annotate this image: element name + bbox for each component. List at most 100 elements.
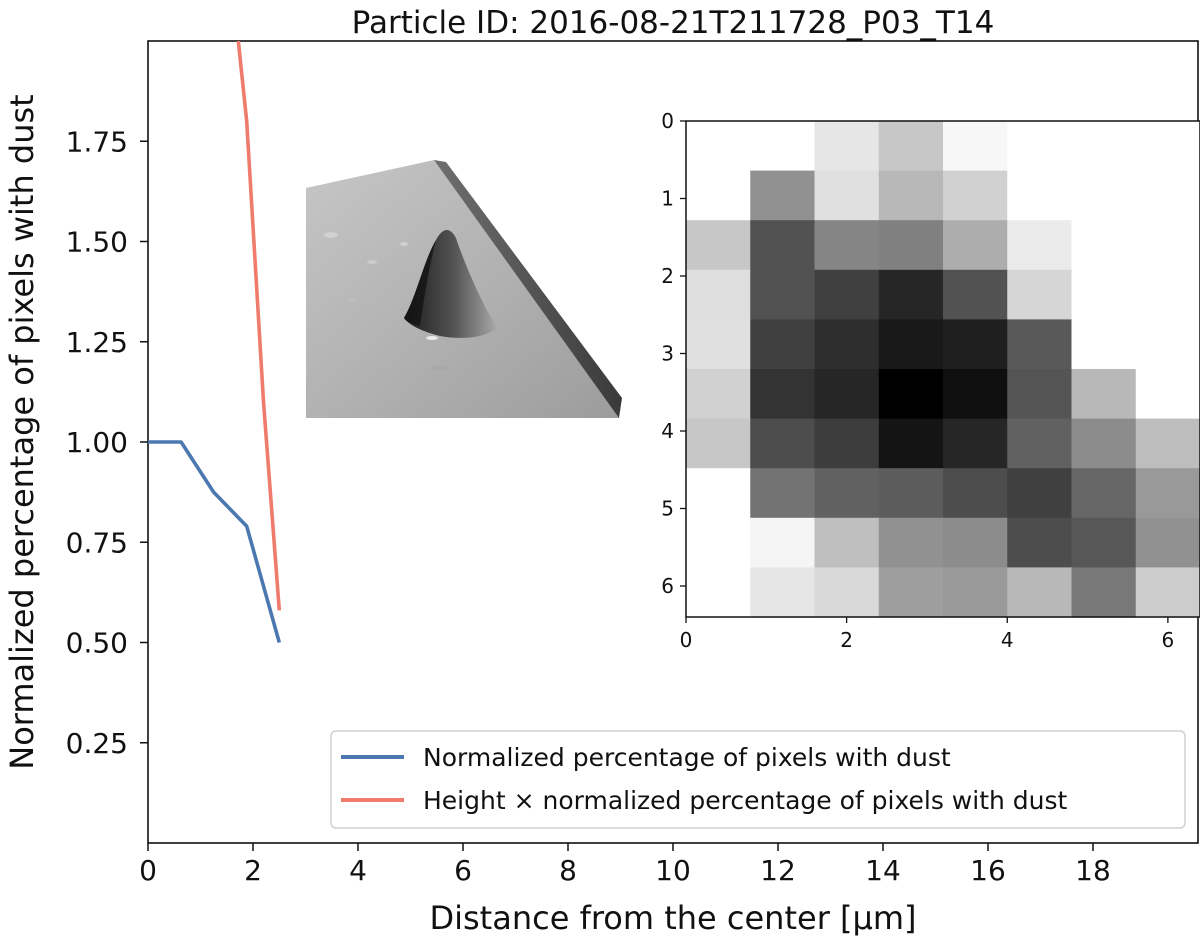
inset-x-tick-label: 2 bbox=[840, 628, 853, 652]
inset-y-tick-label: 1 bbox=[661, 187, 674, 211]
heatmap-cell bbox=[1007, 220, 1073, 271]
heatmap-cell bbox=[1007, 517, 1073, 568]
x-axis-label: Distance from the center [µm] bbox=[429, 899, 916, 937]
inset-y-tick-label: 4 bbox=[661, 419, 674, 443]
legend-label-red: Height × normalized percentage of pixels… bbox=[423, 786, 1068, 815]
heatmap-cell bbox=[1007, 121, 1073, 172]
heatmap-cell bbox=[1007, 418, 1073, 469]
y-tick-label: 1.50 bbox=[66, 226, 128, 259]
heatmap-cell bbox=[686, 468, 751, 519]
x-tick-label: 2 bbox=[244, 854, 262, 887]
heatmap-cell bbox=[686, 369, 751, 420]
heatmap-cell bbox=[943, 269, 1008, 320]
x-tick-label: 6 bbox=[454, 854, 472, 887]
x-tick-label: 10 bbox=[655, 854, 691, 887]
heatmap-cell bbox=[1135, 567, 1200, 618]
heatmap-cell bbox=[750, 468, 816, 519]
inset-y-tick-label: 5 bbox=[661, 497, 674, 521]
heatmap-cell bbox=[750, 517, 816, 568]
heatmap-cell bbox=[1135, 468, 1200, 519]
heatmap-cell bbox=[1071, 170, 1137, 221]
heatmap-cell bbox=[943, 468, 1008, 519]
heatmap-cell bbox=[1071, 269, 1137, 320]
y-tick-label: 0.75 bbox=[66, 526, 128, 559]
heatmap-cell bbox=[814, 567, 880, 618]
x-tick-label: 4 bbox=[349, 854, 367, 887]
inset-x-tick-label: 6 bbox=[1162, 628, 1175, 652]
heatmap-cell bbox=[686, 220, 751, 271]
heatmap-cell bbox=[750, 567, 816, 618]
heatmap-cell bbox=[1071, 220, 1137, 271]
x-tick-label: 12 bbox=[760, 854, 796, 887]
heatmap-cell bbox=[686, 170, 751, 221]
heatmap-cell bbox=[878, 269, 944, 320]
y-axis-label: Normalized percentage of pixels with dus… bbox=[3, 94, 41, 769]
heatmap-cell bbox=[750, 220, 816, 271]
heatmap-cell bbox=[943, 220, 1008, 271]
heatmap-cell bbox=[943, 121, 1008, 172]
heatmap-cell bbox=[1007, 567, 1073, 618]
heatmap-cell bbox=[1071, 567, 1137, 618]
heatmap-cell bbox=[750, 170, 816, 221]
inset-y-tick-label: 3 bbox=[661, 342, 674, 366]
heatmap-cell bbox=[878, 220, 944, 271]
heatmap-cell bbox=[686, 567, 751, 618]
heatmap-cell bbox=[814, 121, 880, 172]
heatmap-cell bbox=[1135, 269, 1200, 320]
heatmap-cell bbox=[814, 418, 880, 469]
y-tick-label: 1.75 bbox=[66, 125, 128, 158]
y-tick-label: 1.25 bbox=[66, 326, 128, 359]
heatmap-cell bbox=[1135, 418, 1200, 469]
heatmap-cell bbox=[686, 418, 751, 469]
x-tick-label: 0 bbox=[139, 854, 157, 887]
heatmap-cell bbox=[1071, 418, 1137, 469]
heatmap-cell bbox=[750, 121, 816, 172]
heatmap-cell bbox=[943, 418, 1008, 469]
heatmap-cell bbox=[814, 517, 880, 568]
heatmap-cell bbox=[1135, 369, 1200, 420]
heatmap-cell bbox=[1007, 319, 1073, 370]
heatmap-cell bbox=[1071, 319, 1137, 370]
heatmap-cell bbox=[878, 468, 944, 519]
heatmap-cell bbox=[1071, 121, 1137, 172]
heatmap-cell bbox=[1135, 121, 1200, 172]
main-plot-area: 0 2 4 6 8 10 12 14 16 180.250.500.751.001.251.501… bbox=[3, 40, 1199, 937]
series-lines bbox=[148, 41, 282, 643]
x-tick-label: 8 bbox=[559, 854, 577, 887]
heatmap-cell bbox=[814, 468, 880, 519]
heatmap-cell bbox=[1007, 468, 1073, 519]
heatmap-cell bbox=[878, 369, 944, 420]
legend: Normalized percentage of pixels with dus… bbox=[330, 730, 1186, 829]
heatmap-cell bbox=[943, 567, 1008, 618]
heatmap-inset: 0 2 4 6 0 1 2 3 4 5 6 bbox=[661, 109, 1200, 652]
heatmap-cell bbox=[878, 170, 944, 221]
inset-x-tick-label: 0 bbox=[680, 628, 693, 652]
heatmap-cell bbox=[750, 418, 816, 469]
x-tick-label: 14 bbox=[865, 854, 901, 887]
heatmap-cell bbox=[814, 319, 880, 370]
heatmap-cell bbox=[1071, 517, 1137, 568]
heatmap-cell bbox=[1007, 269, 1073, 320]
heatmap-cell bbox=[750, 269, 816, 320]
heatmap-cell bbox=[814, 170, 880, 221]
heatmap-cell bbox=[750, 319, 816, 370]
heatmap-cell bbox=[878, 319, 944, 370]
heatmap-cell bbox=[1071, 369, 1137, 420]
chart-title: Particle ID: 2016-08-21T211728_P03_T14 bbox=[352, 5, 995, 41]
inset-y-tick-label: 2 bbox=[661, 264, 674, 288]
inset-x-tick-label: 4 bbox=[1001, 628, 1014, 652]
inset-y-tick-label: 6 bbox=[661, 574, 674, 598]
series-line-blue bbox=[148, 440, 282, 643]
heatmap-cell bbox=[943, 517, 1008, 568]
heatmap-cell bbox=[686, 319, 751, 370]
heatmap-cell bbox=[814, 220, 880, 271]
y-tick-label: 1.00 bbox=[66, 426, 128, 459]
heatmap-cell bbox=[686, 269, 751, 320]
heatmap-cell bbox=[1071, 468, 1137, 519]
heatmap-cell bbox=[943, 170, 1008, 221]
heatmap-cell bbox=[814, 369, 880, 420]
heatmap-cell bbox=[943, 319, 1008, 370]
legend-frame bbox=[330, 730, 1186, 829]
heatmap-cell bbox=[878, 517, 944, 568]
heatmap-cell bbox=[878, 567, 944, 618]
